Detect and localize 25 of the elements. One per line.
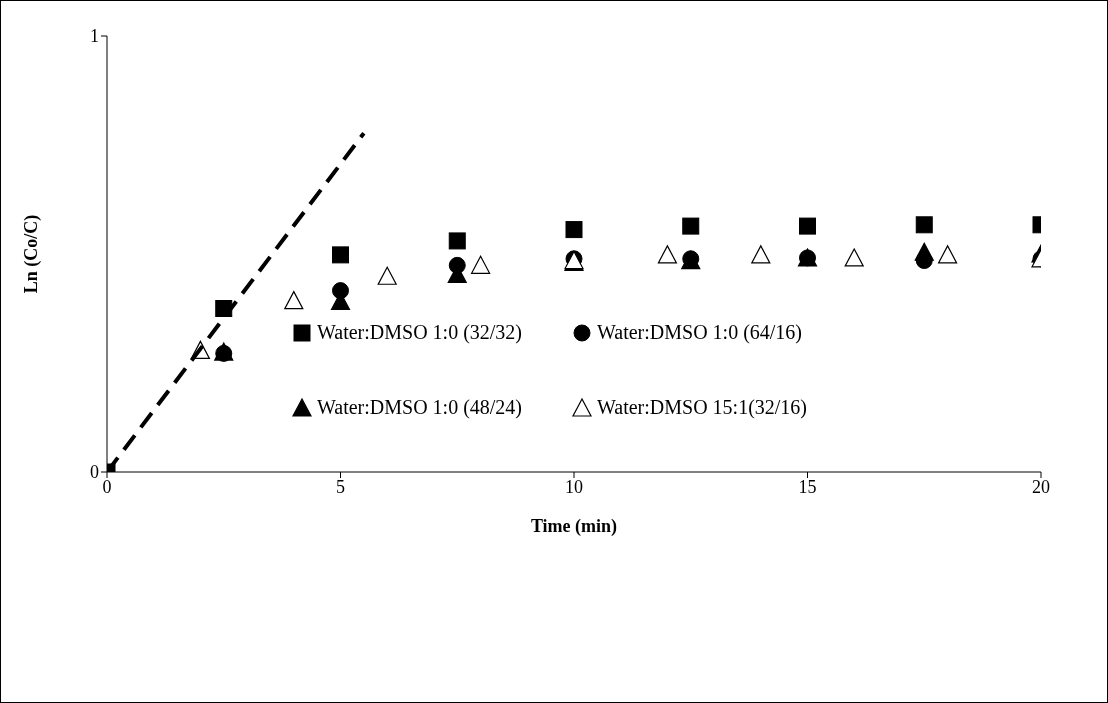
legend-label: Water:DMSO 15:1(32/16)	[597, 396, 808, 419]
point	[657, 245, 677, 264]
y-axis-title: Ln (Co/C)	[21, 214, 43, 294]
point	[565, 221, 583, 239]
legend-label: Water:DMSO 1:0 (32/32)	[317, 321, 523, 344]
x-tick-label: 15	[798, 476, 817, 497]
legend-label: Water:DMSO 1:0 (48/24)	[317, 396, 523, 419]
point	[938, 245, 958, 264]
point	[284, 291, 304, 310]
point	[751, 245, 771, 264]
point	[377, 266, 397, 285]
point	[914, 242, 934, 261]
point	[332, 246, 349, 264]
x-axis-title: Time (min)	[530, 516, 618, 537]
x-tick-label: 10	[565, 476, 583, 497]
legend-label: Water:DMSO 1:0 (64/16)	[597, 321, 803, 344]
point	[471, 255, 491, 274]
point	[448, 232, 466, 250]
point	[844, 248, 864, 267]
point	[799, 217, 816, 235]
point	[915, 216, 933, 234]
point	[682, 217, 700, 235]
x-tick-label: 20	[1032, 476, 1050, 497]
y-tick-label: 1	[90, 26, 99, 47]
x-tick-label: 5	[336, 476, 345, 497]
